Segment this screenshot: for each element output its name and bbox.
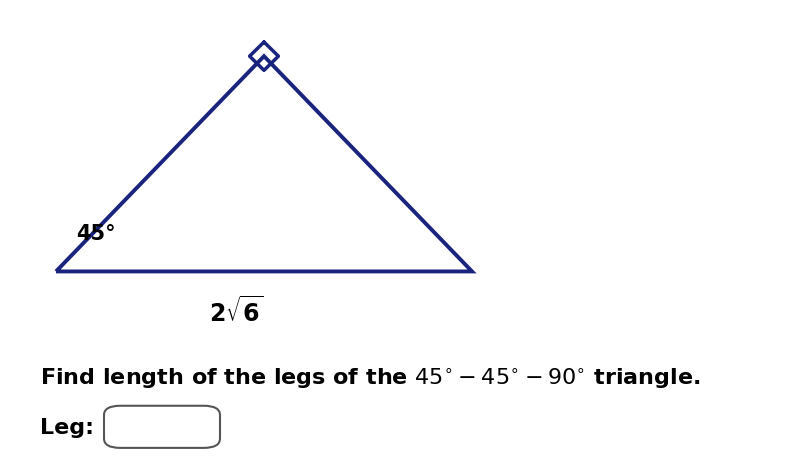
Text: 45°: 45° <box>76 224 116 244</box>
Text: $\mathbf{2}\sqrt{\mathbf{6}}$: $\mathbf{2}\sqrt{\mathbf{6}}$ <box>209 296 263 327</box>
Text: Find length of the legs of the $45^{\circ} - 45^{\circ} - 90^{\circ}$ triangle.: Find length of the legs of the $45^{\cir… <box>40 367 701 391</box>
Text: Leg:: Leg: <box>40 418 94 438</box>
FancyBboxPatch shape <box>104 406 220 448</box>
